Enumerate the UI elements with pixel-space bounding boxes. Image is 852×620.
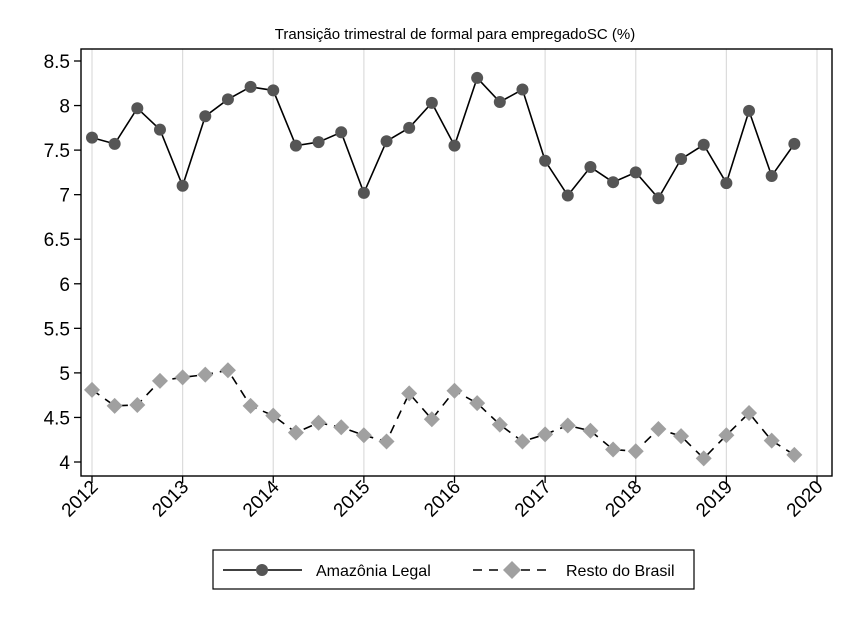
data-point-1-26: [673, 428, 690, 445]
data-point-0-25: [652, 192, 665, 205]
data-point-0-26: [675, 153, 688, 166]
data-point-1-16: [446, 382, 463, 399]
y-tick-label: 7: [59, 186, 70, 207]
data-point-1-9: [287, 424, 304, 441]
data-point-1-0: [84, 381, 100, 398]
y-tick-label: 4.5: [44, 408, 70, 429]
data-point-1-30: [763, 432, 780, 449]
y-tick-label: 4: [59, 453, 70, 474]
data-point-1-23: [605, 441, 622, 458]
data-point-0-3: [153, 123, 166, 136]
data-point-0-30: [765, 169, 778, 182]
data-point-0-12: [357, 186, 370, 199]
legend-marker-resto: [503, 561, 521, 579]
legend-label-amazonia: Amazônia Legal: [316, 563, 431, 580]
data-point-1-7: [242, 397, 259, 414]
data-point-1-28: [718, 427, 735, 444]
data-point-0-6: [221, 93, 234, 106]
data-point-1-10: [310, 414, 327, 431]
data-point-1-27: [695, 450, 712, 467]
data-point-1-15: [423, 411, 440, 428]
data-point-1-20: [537, 426, 554, 443]
data-point-0-24: [629, 166, 642, 179]
data-point-1-3: [151, 372, 168, 389]
data-point-1-25: [650, 421, 667, 438]
data-point-0-14: [403, 121, 416, 134]
data-point-1-24: [627, 443, 644, 460]
data-point-1-2: [129, 396, 146, 413]
data-point-0-20: [539, 154, 552, 167]
data-point-1-22: [582, 422, 599, 439]
data-point-0-10: [312, 136, 325, 149]
legend-label-resto: Resto do Brasil: [566, 563, 675, 580]
data-point-1-8: [265, 407, 282, 424]
y-tick-label: 5: [59, 364, 70, 385]
data-point-1-11: [333, 419, 350, 436]
data-point-0-28: [720, 177, 733, 190]
data-point-1-21: [559, 417, 576, 434]
data-point-0-16: [448, 139, 461, 152]
y-tick-label: 8.5: [44, 52, 70, 73]
data-point-1-6: [219, 362, 236, 379]
chart-title: Transição trimestral de formal para empr…: [275, 26, 635, 43]
data-point-0-9: [289, 139, 302, 152]
y-tick-label: 7.5: [44, 141, 70, 162]
data-point-0-4: [176, 179, 189, 192]
data-point-0-0: [86, 131, 98, 144]
data-point-0-13: [380, 135, 393, 148]
data-point-1-4: [174, 369, 191, 386]
data-point-1-31: [786, 446, 803, 463]
data-point-0-21: [561, 189, 574, 202]
y-tick-label: 6: [59, 275, 70, 296]
y-tick-label: 8: [59, 97, 70, 118]
data-point-0-2: [131, 102, 144, 115]
data-point-0-15: [425, 96, 438, 109]
data-point-1-14: [401, 385, 418, 402]
data-point-0-5: [199, 110, 212, 123]
data-point-1-18: [491, 416, 508, 433]
plot-area-frame: [80, 48, 833, 477]
data-point-0-8: [267, 84, 280, 97]
data-point-0-31: [788, 137, 801, 150]
data-point-1-17: [469, 395, 486, 412]
data-point-0-29: [743, 104, 756, 117]
data-point-0-17: [471, 71, 484, 84]
y-tick-label: 5.5: [44, 319, 70, 340]
data-point-0-22: [584, 161, 597, 174]
gridlines: [91, 49, 818, 476]
y-tick-label: 6.5: [44, 230, 70, 251]
data-point-0-23: [607, 176, 620, 189]
data-point-0-27: [697, 138, 710, 151]
series-group: [84, 71, 803, 467]
data-point-0-7: [244, 80, 257, 93]
data-point-1-12: [355, 427, 372, 444]
data-point-0-19: [516, 83, 529, 96]
legend: Amazônia Legal Resto do Brasil: [212, 549, 695, 590]
legend-marker-amazonia: [256, 564, 268, 576]
data-point-0-11: [335, 126, 348, 139]
data-point-1-19: [514, 433, 531, 450]
data-point-1-5: [197, 366, 214, 383]
data-point-1-29: [741, 404, 758, 421]
data-point-1-1: [106, 397, 123, 414]
data-point-0-18: [493, 95, 506, 108]
data-point-0-1: [108, 137, 121, 150]
data-point-1-13: [378, 433, 395, 450]
